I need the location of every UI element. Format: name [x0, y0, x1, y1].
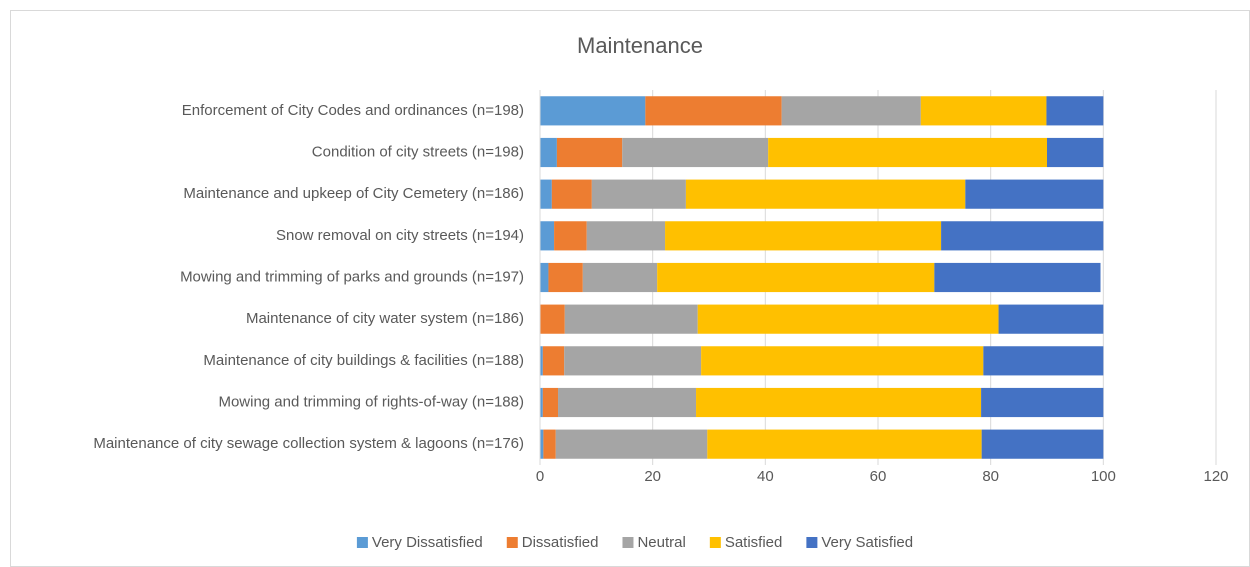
bar-segment [645, 96, 782, 126]
legend-swatch [356, 537, 368, 548]
legend-swatch [806, 537, 818, 548]
bar-segment [941, 221, 1104, 251]
x-tick-label: 40 [757, 468, 774, 485]
bar-segment [781, 96, 921, 126]
bar-segment [697, 304, 999, 334]
bar-segment [685, 179, 966, 209]
bar-segment [586, 221, 666, 251]
bar-segment [548, 262, 583, 293]
x-tick-label: 60 [870, 468, 887, 485]
x-tick-label: 80 [982, 468, 999, 485]
y-tick-label: Maintenance of city sewage collection sy… [93, 435, 524, 452]
bar-segment [582, 262, 658, 293]
y-tick-label: Snow removal on city streets (n=194) [276, 227, 524, 244]
bar-segment [981, 387, 1104, 418]
legend-label: Dissatisfied [522, 534, 599, 551]
bar-segment [657, 262, 935, 293]
bar-segment [540, 429, 544, 459]
bar-segment [551, 179, 592, 209]
legend-swatch [622, 537, 634, 548]
y-tick-label: Enforcement of City Codes and ordinances… [182, 102, 524, 119]
bar-segment [920, 96, 1047, 126]
y-tick-label: Condition of city streets (n=198) [312, 143, 524, 160]
legend-swatch [506, 537, 518, 548]
bar-segment [591, 179, 686, 209]
bar-segment [540, 96, 646, 126]
y-tick-label: Mowing and trimming of rights-of-way (n=… [218, 393, 524, 410]
y-tick-label: Maintenance of city buildings & faciliti… [203, 352, 524, 369]
x-tick-label: 120 [1203, 468, 1228, 485]
bar-segment [540, 221, 555, 251]
bar-segment [622, 137, 769, 168]
bar-segment [540, 304, 565, 334]
bar-segment [543, 429, 556, 459]
bar-segment [564, 304, 698, 334]
x-tick-label: 100 [1091, 468, 1116, 485]
bar-segment [540, 262, 549, 293]
bar-segment [768, 137, 1047, 168]
bar-segment [1047, 137, 1104, 168]
chart-title: Maintenance [577, 33, 703, 58]
legend-swatch [709, 537, 721, 548]
legend-label: Satisfied [725, 534, 783, 551]
bar-segment [1046, 96, 1104, 126]
x-tick-label: 20 [644, 468, 661, 485]
bar-segment [558, 387, 697, 418]
bar-segment [983, 346, 1104, 376]
bar-segment [998, 304, 1104, 334]
bar-segment [555, 429, 708, 459]
y-tick-label: Maintenance of city water system (n=186) [246, 310, 524, 327]
bar-segment [540, 179, 552, 209]
bar-segment [540, 137, 557, 168]
bar-segment [540, 346, 543, 376]
bar-segment [564, 346, 702, 376]
y-tick-label: Maintenance and upkeep of City Cemetery … [183, 185, 524, 202]
x-tick-label: 0 [536, 468, 544, 485]
y-tick-label: Mowing and trimming of parks and grounds… [180, 268, 524, 285]
bar-segment [540, 387, 543, 418]
bar-segment [701, 346, 984, 376]
legend-label: Neutral [637, 534, 685, 551]
bar-segment [542, 387, 559, 418]
legend-label: Very Dissatisfied [372, 534, 483, 551]
bar-segment [556, 137, 623, 168]
bar-segment [554, 221, 587, 251]
bar-segment [707, 429, 982, 459]
bar-segment [665, 221, 942, 251]
bar-segment [965, 179, 1104, 209]
bar-segment [542, 346, 565, 376]
bar-segment [934, 262, 1101, 293]
bar-segment [981, 429, 1104, 459]
bar-segment [696, 387, 982, 418]
legend-label: Very Satisfied [821, 534, 913, 551]
